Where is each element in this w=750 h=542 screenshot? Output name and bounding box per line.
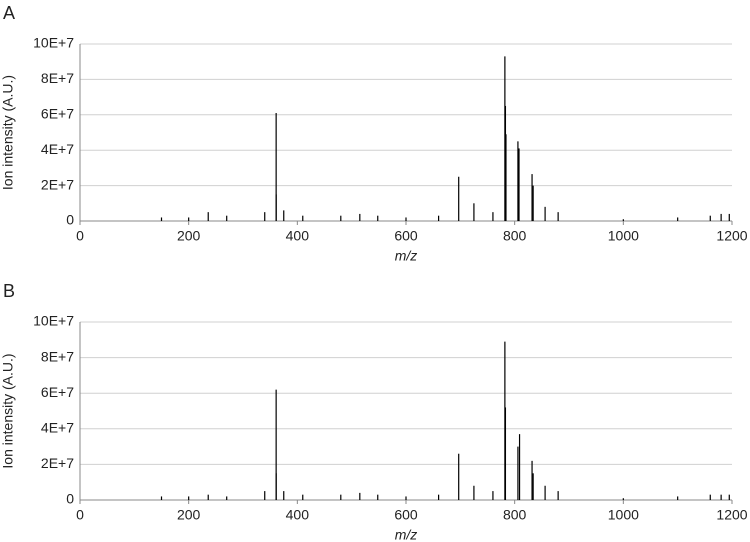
y-tick-label: 10E+7: [33, 313, 74, 329]
x-tick-label: 400: [286, 507, 310, 523]
x-tick-label: 200: [177, 507, 201, 523]
panel-label: A: [3, 3, 15, 23]
x-tick-label: 0: [76, 228, 84, 244]
y-tick-label: 10E+7: [33, 35, 74, 51]
x-tick-label: 600: [394, 228, 418, 244]
x-tick-label: 1200: [716, 228, 747, 244]
x-tick-label: 1000: [608, 228, 639, 244]
y-tick-label: 2E+7: [41, 176, 74, 192]
panel-label: B: [3, 281, 15, 301]
y-tick-label: 0: [66, 212, 74, 228]
y-tick-label: 8E+7: [41, 348, 74, 364]
y-tick-label: 0: [66, 491, 74, 507]
y-tick-label: 2E+7: [41, 455, 74, 471]
x-tick-label: 1000: [608, 507, 639, 523]
x-tick-label: 1200: [716, 507, 747, 523]
y-tick-label: 6E+7: [41, 106, 74, 122]
y-tick-label: 4E+7: [41, 141, 74, 157]
x-tick-label: 400: [286, 228, 310, 244]
y-tick-label: 6E+7: [41, 384, 74, 400]
x-axis-label: m/z: [395, 527, 418, 542]
x-tick-label: 0: [76, 507, 84, 523]
y-axis-label: Ion intensity (A.U.): [0, 75, 16, 190]
x-tick-label: 200: [177, 228, 201, 244]
x-tick-label: 800: [503, 507, 527, 523]
y-tick-label: 8E+7: [41, 70, 74, 86]
x-tick-label: 800: [503, 228, 527, 244]
y-tick-label: 4E+7: [41, 420, 74, 436]
x-tick-label: 600: [394, 507, 418, 523]
y-axis-label: Ion intensity (A.U.): [0, 353, 16, 468]
x-axis-label: m/z: [395, 248, 418, 264]
